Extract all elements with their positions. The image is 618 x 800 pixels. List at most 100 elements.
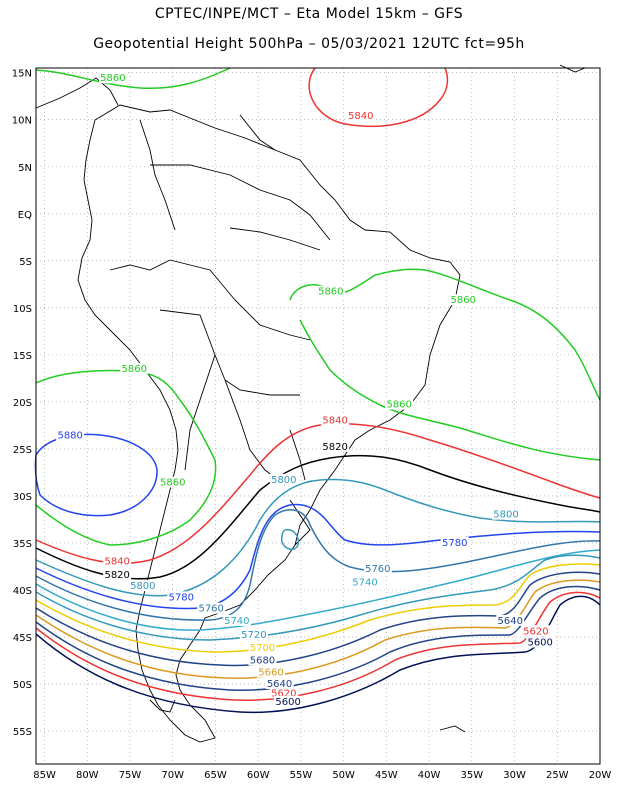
border-argentina-chile [184, 354, 216, 471]
contour-label: 5780 [169, 592, 194, 603]
contour-5760 [35, 509, 601, 621]
contour-label: 5740 [352, 577, 377, 588]
lon-tick-label: 20W [589, 770, 612, 781]
lat-tick-label: 20S [13, 398, 32, 409]
lat-tick-label: 50S [13, 680, 32, 691]
lon-tick-label: 55W [290, 770, 313, 781]
lat-tick-label: 10N [12, 116, 32, 127]
contour-label: 5600 [275, 697, 300, 708]
contour-label-background [449, 294, 478, 306]
contour-label-background [103, 568, 132, 580]
lat-tick-label: 40S [13, 586, 32, 597]
contour-label-background [257, 666, 285, 678]
contour-label: 5860 [318, 287, 343, 298]
contour-label-background [158, 476, 187, 488]
lat-tick-label: 10S [13, 304, 32, 315]
map-title-line1: CPTEC/INPE/MCT – Eta Model 15km – GFS [154, 6, 464, 22]
contour-label: 5740 [224, 616, 249, 627]
contour-5600 [35, 595, 601, 714]
contour-5740 [35, 549, 601, 631]
contour-label-background [351, 576, 379, 588]
contour-5620 [35, 591, 601, 701]
contour-label-background [363, 563, 392, 575]
contour-label: 5860 [386, 400, 411, 411]
contour-label-background [248, 642, 277, 654]
contour-label-background [265, 677, 294, 689]
contour-label-background [385, 398, 414, 410]
lat-tick-label: 15N [12, 69, 32, 80]
contour-label: 5860 [160, 478, 185, 489]
gridlines [36, 68, 601, 764]
contour-label-background [316, 285, 345, 297]
coastline-outline [35, 64, 586, 743]
border-north [150, 164, 331, 241]
contour-label: 5720 [241, 630, 266, 641]
contour-label-background [222, 614, 251, 626]
contour-5860-brazil-south [299, 319, 601, 461]
tierra-del-fuego [149, 699, 176, 713]
contour-label: 5860 [451, 295, 476, 306]
contour-label: 5780 [442, 538, 467, 549]
contour-label: 5820 [322, 442, 347, 453]
contour-label-background [346, 109, 375, 121]
contour-5820 [35, 454, 601, 580]
contour-label-background [167, 591, 196, 603]
contour-label: 5860 [100, 73, 125, 84]
contour-label-background [128, 580, 157, 592]
contour-5840-north [308, 67, 449, 128]
lon-tick-label: 60W [247, 770, 270, 781]
lon-tick-label: 75W [119, 770, 142, 781]
border-peru-brazil [229, 227, 321, 251]
contour-label-background [440, 536, 469, 548]
contour-label: 5700 [250, 643, 275, 654]
border-amazon [169, 259, 311, 341]
lat-tick-label: 45S [13, 633, 32, 644]
contour-label: 5660 [258, 668, 283, 679]
lat-tick-label: 30S [13, 492, 32, 503]
contour-label-background [197, 602, 226, 614]
contour-label-background [269, 687, 298, 699]
contour-label: 5640 [267, 679, 292, 690]
contour-label-background [103, 555, 132, 567]
contour-5840 [35, 422, 601, 564]
south-georgia-island [439, 725, 466, 733]
contour-label: 5620 [523, 626, 548, 637]
contour-label-background [321, 414, 350, 426]
contour-label: 5800 [493, 510, 518, 521]
lat-tick-label: EQ [18, 210, 32, 221]
lon-tick-label: 35W [461, 770, 484, 781]
contour-label-background [269, 473, 298, 485]
lon-tick-label: 65W [204, 770, 227, 781]
contour-label-background [496, 614, 525, 626]
contour-5800 [35, 478, 601, 597]
contour-label: 5760 [198, 604, 223, 615]
lon-tick-label: 25W [546, 770, 569, 781]
height-contours [34, 67, 601, 714]
map-frame [35, 67, 601, 765]
contour-5660 [35, 579, 601, 679]
contour-5720 [35, 554, 601, 641]
central-america-coastline [35, 77, 119, 109]
contour-label: 5680 [250, 655, 275, 666]
border-uruguay [289, 429, 306, 481]
contour-label-background [56, 429, 85, 441]
contour-label-background [526, 636, 555, 648]
contour-label-background [248, 654, 277, 666]
contour-5880-pacific [34, 433, 158, 517]
border-ecuador [109, 259, 171, 271]
contour-label: 5620 [271, 688, 296, 699]
contour-label: 5760 [365, 564, 390, 575]
contour-5860-north [35, 67, 231, 90]
contour-labels: 5860 5840 5860 5860 5860 5860 5840 5820 5880 5860… [56, 72, 555, 708]
contour-label: 5820 [104, 570, 129, 581]
contour-5860-andes [35, 369, 217, 546]
contour-5800-small-loop [281, 528, 300, 550]
contour-label: 5800 [271, 475, 296, 486]
contour-label: 5840 [104, 557, 129, 568]
lon-tick-label: 40W [418, 770, 441, 781]
contour-label: 5860 [122, 364, 147, 375]
lon-tick-label: 85W [33, 770, 56, 781]
border-colombia [139, 119, 176, 231]
contour-label-background [120, 362, 149, 374]
